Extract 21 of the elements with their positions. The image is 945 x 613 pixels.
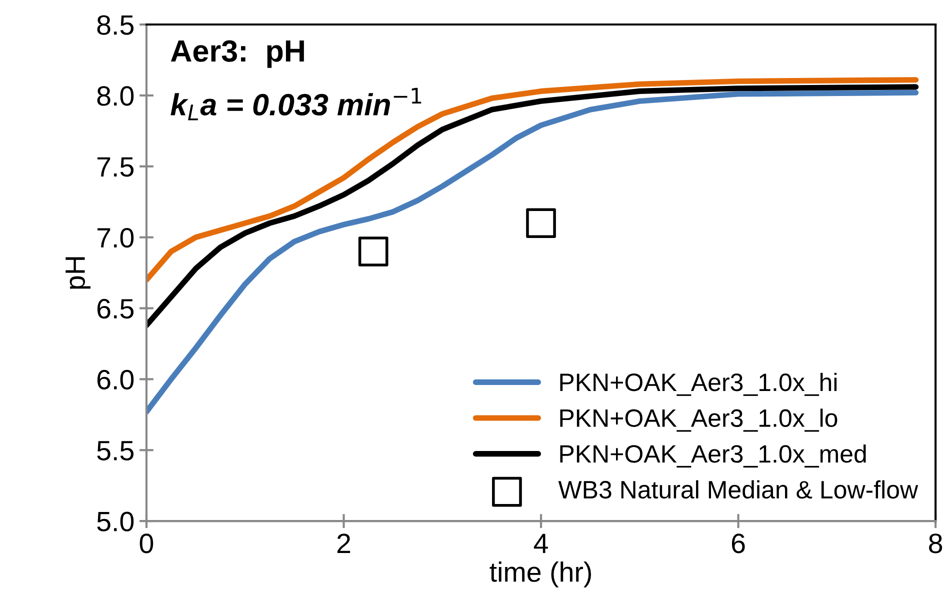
y-tick-label: 8.0	[97, 86, 134, 106]
x-tick-label: 4	[534, 534, 548, 553]
y-tick-label: 7.0	[97, 228, 134, 248]
x-tick-label: 6	[732, 534, 745, 554]
y-tick-label: 6.5	[97, 298, 134, 319]
x-tick-label: 0	[140, 534, 154, 554]
text: k$_{L}$a = 0.033 min$^{−1}$	[170, 88, 422, 120]
y-axis-title: pH	[66, 257, 91, 289]
legend-label: WB3 Natural Median & Low-flow	[558, 480, 918, 499]
legend-label: PKN+OAK_Aer3_1.0x_hi	[560, 372, 837, 396]
chart-title: Aer3: pH	[170, 40, 304, 68]
x-tick-label: 2	[337, 534, 350, 553]
y-tick-label: 6.0	[97, 370, 134, 390]
legend-label: PKN+OAK_Aer3_1.0x_med	[560, 444, 866, 468]
y-tick-label: 7.5	[97, 157, 134, 177]
legend-label: PKN+OAK_Aer3_1.0x_lo	[560, 408, 838, 432]
x-axis-title: time (hr)	[490, 562, 591, 588]
x-tick-label: 8	[929, 534, 942, 554]
y-tick-label: 5.0	[97, 512, 134, 532]
y-tick-label: 5.5	[97, 441, 134, 460]
y-tick-label: 8.5	[97, 15, 134, 35]
